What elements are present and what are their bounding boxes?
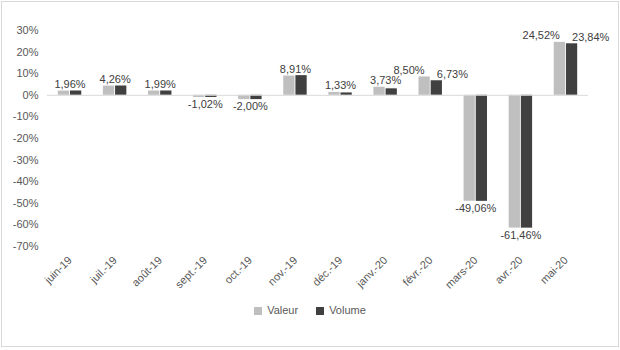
svg-text:oct.-19: oct.-19 [222, 254, 254, 286]
svg-text:1,99%: 1,99% [145, 78, 176, 90]
html-text:Volume: Volume [329, 304, 366, 316]
svg-text:-10%: -10% [13, 110, 39, 122]
svg-text:juil.-19: juil.-19 [87, 254, 119, 286]
svg-text:-70%: -70% [13, 240, 39, 252]
svg-text:févr.-20: févr.-20 [400, 254, 434, 288]
svg-text:-60%: -60% [13, 218, 39, 230]
svg-text:-50%: -50% [13, 197, 39, 209]
svg-text:mai-20: mai-20 [538, 254, 570, 286]
html-text:Valeur: Valeur [267, 304, 299, 316]
svg-text:20%: 20% [16, 46, 38, 58]
svg-text:1,96%: 1,96% [54, 78, 85, 90]
svg-text:30%: 30% [16, 24, 38, 36]
svg-text:24,52%: 24,52% [523, 29, 561, 41]
svg-text:-61,46%: -61,46% [500, 229, 541, 241]
svg-text:-49,06%: -49,06% [455, 202, 496, 214]
svg-text:déc.-19: déc.-19 [310, 254, 344, 288]
svg-text:sept.-19: sept.-19 [173, 254, 210, 291]
svg-text:0%: 0% [23, 89, 39, 101]
svg-text:juin-19: juin-19 [41, 254, 74, 287]
svg-text:8,50%: 8,50% [393, 64, 424, 76]
svg-text:août-19: août-19 [129, 254, 164, 289]
svg-text:8,91%: 8,91% [280, 63, 311, 75]
svg-text:6,73%: 6,73% [437, 68, 468, 80]
svg-text:mars-20: mars-20 [443, 254, 480, 291]
svg-text:10%: 10% [16, 67, 38, 79]
svg-text:-30%: -30% [13, 154, 39, 166]
svg-text:1,33%: 1,33% [325, 79, 356, 91]
svg-text:nov.-19: nov.-19 [266, 254, 300, 288]
svg-text:-1,02%: -1,02% [188, 98, 223, 110]
svg-text:-2,00%: -2,00% [233, 100, 268, 112]
svg-text:avr.-20: avr.-20 [493, 254, 525, 286]
svg-text:3,73%: 3,73% [370, 74, 401, 86]
svg-text:-20%: -20% [13, 132, 39, 144]
svg-text:-40%: -40% [13, 175, 39, 187]
svg-text:23,84%: 23,84% [572, 31, 610, 43]
svg-text:janv.-20: janv.-20 [353, 254, 389, 290]
svg-text:4,26%: 4,26% [100, 73, 131, 85]
